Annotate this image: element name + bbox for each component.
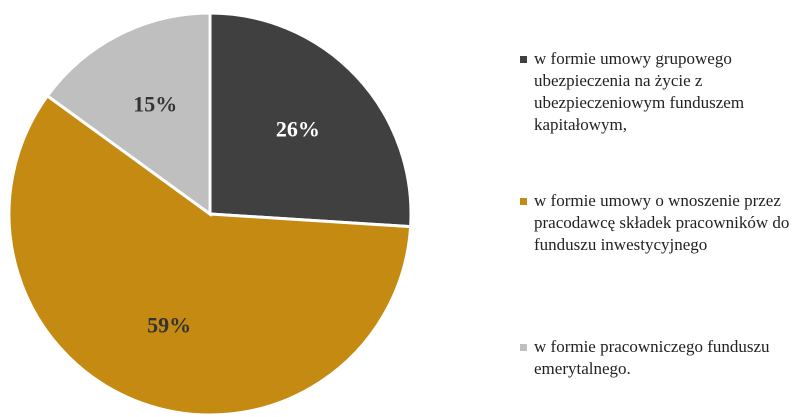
pie-slice — [208, 11, 413, 229]
slice-label: 15% — [133, 92, 177, 117]
legend-label: w formie umowy o wnoszenie przez pracoda… — [534, 191, 790, 254]
pie-slice — [45, 11, 212, 217]
legend-item: w formie umowy grupowego ubezpieczenia n… — [520, 48, 799, 136]
slice-label: 26% — [276, 116, 320, 141]
legend-swatch — [520, 344, 527, 351]
legend-swatch — [520, 198, 527, 205]
chart: 26% 59% 15% — [7, 11, 413, 417]
legend-item: w formie umowy o wnoszenie przez pracoda… — [520, 190, 799, 256]
legend-item: w formie pracowniczego funduszu emerytal… — [520, 336, 799, 380]
slice-label: 59% — [147, 313, 191, 338]
pie-slice — [7, 93, 413, 417]
legend-swatch — [520, 56, 527, 63]
legend-label: w formie umowy grupowego ubezpieczenia n… — [534, 49, 745, 134]
legend-label: w formie pracowniczego funduszu emerytal… — [534, 337, 770, 378]
